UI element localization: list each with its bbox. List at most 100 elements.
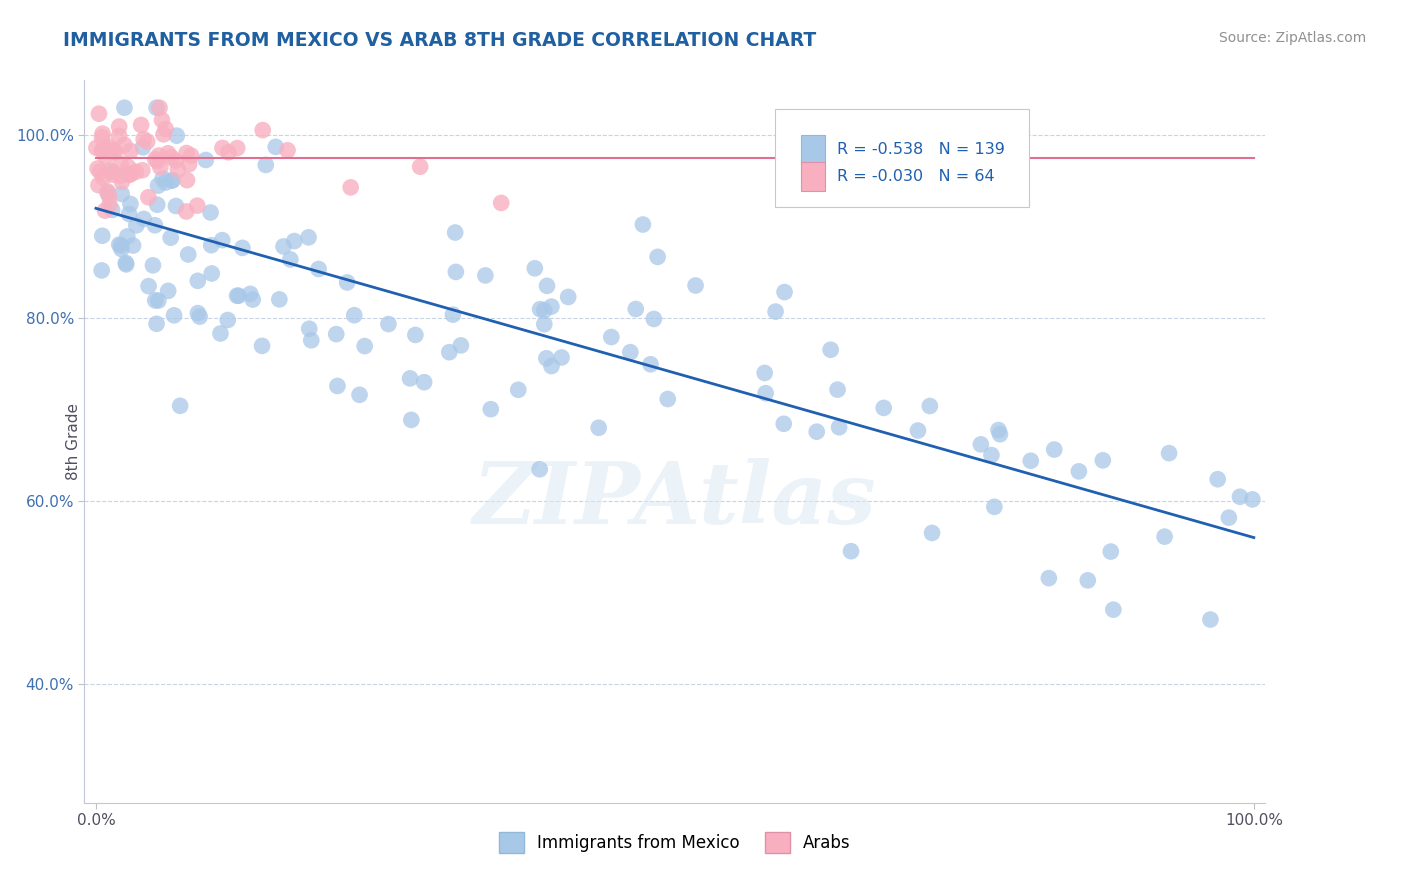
Point [194, 228, 217, 243]
Point [339, 180, 361, 194]
Point [401, 319, 423, 334]
Point [297, 171, 319, 186]
Point [353, 372, 375, 386]
Point [120, 144, 142, 158]
Point [87, 178, 110, 193]
Point [755, 411, 778, 425]
Point [252, 123, 274, 137]
Point [160, 150, 183, 164]
Point [873, 524, 896, 538]
Point [326, 303, 349, 318]
Point [176, 173, 198, 187]
Point [277, 143, 299, 157]
Point [211, 141, 233, 155]
Point [298, 222, 321, 236]
Point [136, 135, 159, 149]
Point [325, 240, 347, 254]
Point [162, 351, 184, 366]
Point [211, 202, 233, 217]
Point [444, 365, 467, 379]
Point [479, 361, 502, 376]
Point [112, 194, 135, 209]
Point [413, 382, 436, 396]
Point [114, 244, 136, 258]
Point [399, 369, 422, 384]
Point [148, 101, 170, 115]
Point [441, 211, 464, 226]
Point [132, 132, 155, 146]
Point [97, 142, 120, 156]
Text: IMMIGRANTS FROM MEXICO VS ARAB 8TH GRADE CORRELATION CHART: IMMIGRANTS FROM MEXICO VS ARAB 8TH GRADE… [63, 31, 817, 50]
Point [143, 307, 166, 321]
Point [1206, 471, 1229, 485]
Point [529, 299, 551, 313]
Point [631, 384, 654, 398]
Point [404, 254, 426, 268]
Point [308, 226, 330, 240]
Point [163, 220, 186, 235]
Point [533, 370, 555, 384]
Point [145, 170, 167, 185]
Point [143, 216, 166, 230]
Point [174, 204, 197, 219]
Point [588, 310, 610, 324]
Point [91, 127, 114, 141]
Point [209, 211, 232, 226]
Point [987, 501, 1010, 516]
Text: R = -0.030   N = 64: R = -0.030 N = 64 [837, 169, 994, 184]
Point [624, 275, 647, 289]
Point [533, 326, 555, 340]
Point [165, 212, 187, 227]
Point [94, 203, 117, 218]
Point [299, 326, 322, 340]
Point [273, 251, 295, 265]
Point [98, 198, 121, 212]
Point [200, 193, 222, 207]
Point [187, 315, 209, 329]
Point [145, 318, 167, 332]
Point [110, 130, 132, 145]
Point [600, 374, 623, 388]
Point [1067, 435, 1090, 450]
Point [166, 268, 188, 282]
Point [550, 334, 572, 348]
Point [242, 202, 264, 217]
Point [685, 461, 707, 475]
Point [200, 141, 222, 155]
Point [91, 170, 114, 185]
Point [820, 388, 842, 402]
Point [101, 168, 124, 182]
Point [540, 351, 562, 365]
Point [108, 189, 131, 203]
Point [226, 141, 249, 155]
Point [508, 326, 530, 340]
Point [1218, 508, 1240, 522]
Point [98, 189, 121, 203]
Point [1229, 559, 1251, 574]
Point [122, 259, 145, 273]
Point [918, 388, 941, 402]
Point [1153, 484, 1175, 499]
Point [118, 285, 141, 300]
Point [97, 139, 120, 153]
Point [100, 144, 122, 158]
Point [217, 145, 239, 160]
Point [87, 107, 110, 121]
Point [619, 389, 641, 403]
Point [157, 227, 180, 241]
FancyBboxPatch shape [775, 109, 1029, 207]
Point [250, 137, 273, 152]
Point [754, 331, 776, 345]
Point [131, 163, 153, 178]
Point [120, 167, 142, 181]
Point [108, 120, 131, 134]
Point [523, 278, 546, 293]
Point [283, 287, 305, 301]
Point [839, 370, 862, 384]
Point [132, 202, 155, 216]
Point [103, 143, 125, 157]
Point [536, 442, 558, 456]
Point [643, 328, 665, 343]
Point [86, 141, 108, 155]
Point [115, 145, 138, 160]
